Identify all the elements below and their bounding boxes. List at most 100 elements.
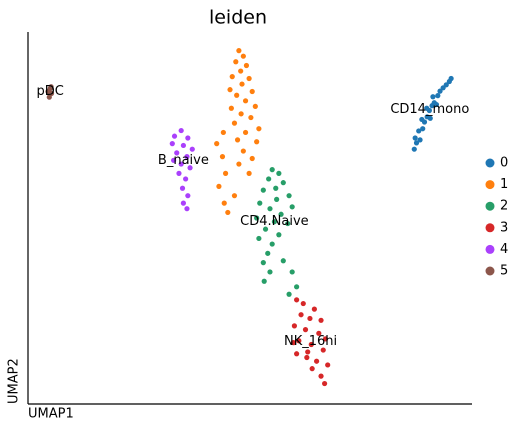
- point: [433, 101, 440, 108]
- point: [276, 170, 282, 176]
- point: [254, 215, 260, 221]
- point: [225, 209, 231, 216]
- point: [304, 354, 310, 361]
- point: [269, 167, 275, 173]
- point: [448, 75, 454, 82]
- point: [416, 128, 422, 134]
- point: [420, 126, 426, 132]
- point: [321, 380, 328, 387]
- point: [256, 235, 262, 242]
- point: [424, 105, 430, 111]
- point: [242, 98, 249, 104]
- point: [231, 120, 238, 126]
- point: [184, 206, 190, 212]
- cluster-label: B_naive: [158, 153, 209, 168]
- point: [178, 161, 184, 167]
- point: [249, 155, 255, 162]
- legend-marker: [485, 266, 495, 276]
- legend-marker: [485, 180, 495, 190]
- point: [171, 133, 178, 139]
- point: [260, 187, 266, 193]
- point: [276, 232, 282, 238]
- point: [411, 146, 417, 152]
- point: [169, 141, 175, 147]
- point: [413, 140, 420, 146]
- point: [185, 193, 191, 199]
- point: [318, 373, 324, 379]
- point: [278, 211, 284, 217]
- point: [274, 196, 280, 202]
- point: [296, 338, 302, 344]
- point: [242, 129, 249, 136]
- y-axis-label: UMAP2: [7, 358, 22, 404]
- point: [185, 135, 191, 141]
- point: [243, 62, 250, 69]
- cluster-label: NK_16hi: [284, 334, 337, 349]
- point: [234, 92, 240, 98]
- point: [262, 226, 269, 232]
- point: [179, 185, 186, 191]
- point: [271, 219, 278, 225]
- point: [302, 327, 309, 333]
- legend-text: 1: [500, 177, 508, 192]
- point: [261, 278, 267, 284]
- x-axis-label: UMAP1: [28, 407, 74, 422]
- point: [214, 141, 220, 147]
- point: [254, 139, 260, 145]
- legend: 0 1 2 3 4 5: [485, 156, 508, 279]
- point: [412, 135, 418, 141]
- point: [246, 75, 252, 82]
- point: [427, 115, 433, 121]
- cluster-labels: CD14_mono CD4.Naive NK_16hi B_naive pDC: [37, 84, 470, 349]
- point: [248, 114, 254, 121]
- point: [291, 323, 297, 329]
- legend-marker: [485, 158, 495, 168]
- point: [267, 206, 273, 212]
- point: [246, 170, 252, 176]
- point: [269, 241, 275, 247]
- point: [316, 330, 322, 336]
- point: [325, 362, 331, 368]
- point: [219, 154, 226, 160]
- point: [227, 87, 233, 93]
- point: [180, 200, 186, 206]
- legend-marker: [485, 244, 495, 254]
- legend-text: 3: [500, 220, 508, 235]
- point: [322, 336, 329, 342]
- point: [307, 315, 313, 322]
- point: [236, 161, 242, 167]
- point: [286, 291, 292, 297]
- point: [308, 341, 314, 348]
- legend-text: 5: [500, 264, 508, 279]
- cluster-label: pDC: [37, 84, 64, 99]
- legend-marker: [485, 201, 495, 211]
- chart-title: leiden: [209, 7, 267, 29]
- point: [305, 349, 311, 355]
- point: [443, 82, 449, 88]
- point: [430, 94, 436, 100]
- point: [417, 137, 423, 143]
- point: [234, 137, 241, 143]
- point: [174, 150, 180, 156]
- point: [280, 180, 286, 186]
- cluster-label: CD4.Naive: [240, 214, 309, 229]
- point: [280, 258, 286, 264]
- point: [257, 200, 263, 206]
- point: [220, 129, 226, 136]
- point: [294, 351, 300, 357]
- point: [267, 269, 273, 275]
- point: [290, 340, 297, 346]
- point: [233, 59, 239, 65]
- cluster-label: CD14_mono: [390, 102, 469, 117]
- point: [184, 154, 190, 160]
- point: [260, 260, 266, 266]
- point: [178, 127, 184, 134]
- point: [285, 220, 291, 227]
- legend-text: 0: [500, 156, 508, 171]
- point: [289, 204, 295, 210]
- point: [189, 146, 195, 152]
- point: [256, 126, 262, 132]
- point: [265, 250, 271, 256]
- point: [46, 94, 52, 100]
